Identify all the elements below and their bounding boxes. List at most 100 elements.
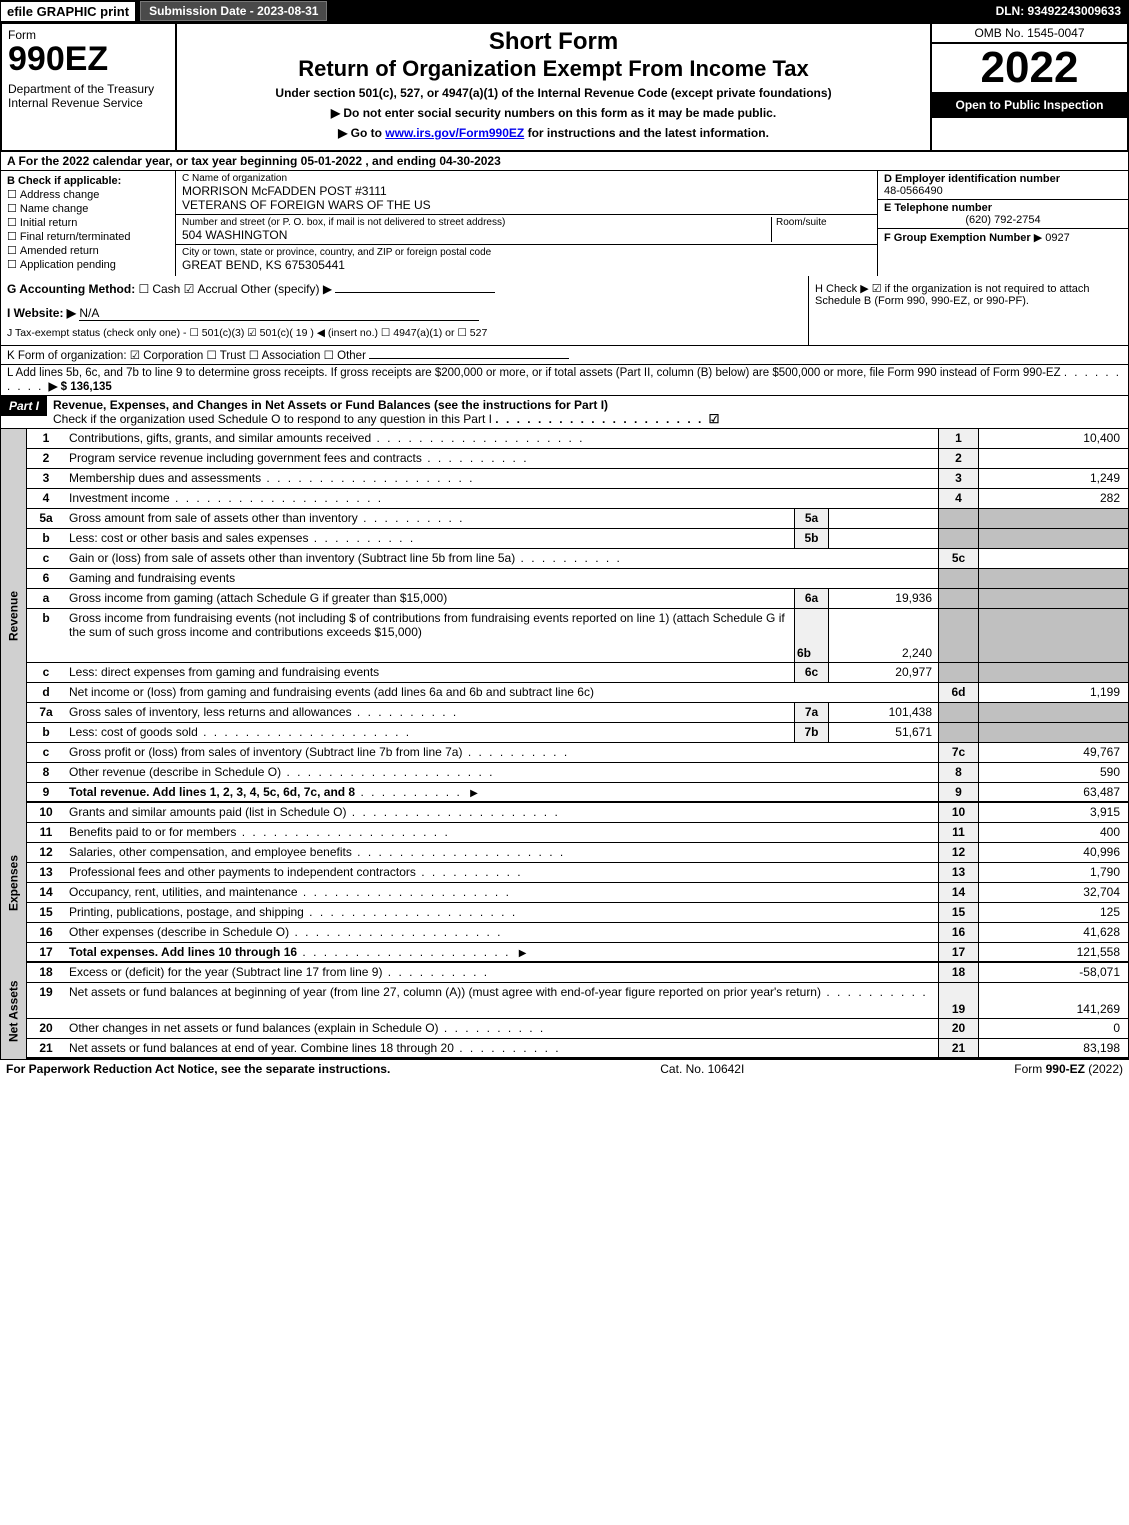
ln11-no: 11 bbox=[27, 823, 65, 842]
line-13: 13Professional fees and other payments t… bbox=[27, 863, 1128, 883]
phone-cell: E Telephone number (620) 792-2754 bbox=[878, 200, 1128, 229]
street-cell: Number and street (or P. O. box, if mail… bbox=[176, 215, 877, 245]
netassets-section: Net Assets 18Excess or (deficit) for the… bbox=[0, 963, 1129, 1059]
ln8-no: 8 bbox=[27, 763, 65, 782]
ln12-no: 12 bbox=[27, 843, 65, 862]
form-title-cell: Short Form Return of Organization Exempt… bbox=[177, 24, 932, 150]
line-6: 6Gaming and fundraising events bbox=[27, 569, 1128, 589]
irs-link[interactable]: www.irs.gov/Form990EZ bbox=[385, 126, 524, 140]
ln2-box: 2 bbox=[938, 449, 978, 468]
topbar: efile GRAPHIC print Submission Date - 20… bbox=[0, 0, 1129, 22]
ln6b-val bbox=[978, 609, 1128, 662]
city-label: City or town, state or province, country… bbox=[182, 247, 871, 258]
line-7b: bLess: cost of goods sold7b51,671 bbox=[27, 723, 1128, 743]
ln8-val: 590 bbox=[978, 763, 1128, 782]
ln7b-no: b bbox=[27, 723, 65, 742]
submission-date: Submission Date - 2023-08-31 bbox=[140, 1, 327, 21]
form-subtitle: Under section 501(c), 527, or 4947(a)(1)… bbox=[185, 86, 922, 100]
org-name-cell: C Name of organization MORRISON McFADDEN… bbox=[176, 171, 877, 215]
netassets-side-label: Net Assets bbox=[0, 963, 26, 1059]
ln5a-no: 5a bbox=[27, 509, 65, 528]
ln12-box: 12 bbox=[938, 843, 978, 862]
ln6d-no: d bbox=[27, 683, 65, 702]
row-a-tax-year: A For the 2022 calendar year, or tax yea… bbox=[0, 152, 1129, 171]
line-6b: bGross income from fundraising events (n… bbox=[27, 609, 1128, 663]
part-1-title-cell: Revenue, Expenses, and Changes in Net As… bbox=[47, 396, 1128, 428]
notice-pre: ▶ Go to bbox=[338, 126, 385, 140]
expenses-side-label: Expenses bbox=[0, 803, 26, 963]
line-19: 19Net assets or fund balances at beginni… bbox=[27, 983, 1128, 1019]
ln18-val: -58,071 bbox=[978, 963, 1128, 982]
ln6b-mid: 6b bbox=[794, 609, 828, 662]
row-i: I Website: ▶ N/A bbox=[7, 306, 802, 321]
form-header: Form 990EZ Department of the Treasury In… bbox=[0, 22, 1129, 152]
street-label: Number and street (or P. O. box, if mail… bbox=[182, 217, 771, 228]
street-address: 504 WASHINGTON bbox=[182, 228, 771, 242]
k-other-input[interactable] bbox=[369, 358, 569, 359]
row-g: G Accounting Method: Cash Accrual Other … bbox=[7, 282, 802, 296]
ln20-desc: Other changes in net assets or fund bala… bbox=[65, 1019, 938, 1038]
part-1-header: Part I Revenue, Expenses, and Changes in… bbox=[0, 396, 1129, 429]
instructions-notice: ▶ Go to www.irs.gov/Form990EZ for instru… bbox=[185, 126, 922, 140]
group-label: F Group Exemption Number bbox=[884, 232, 1031, 244]
ln18-desc: Excess or (deficit) for the year (Subtra… bbox=[65, 963, 938, 982]
ln6c-mid: 6c bbox=[794, 663, 828, 682]
chk-name-change[interactable]: Name change bbox=[7, 202, 169, 215]
ln7c-box: 7c bbox=[938, 743, 978, 762]
l-amount: ▶ $ 136,135 bbox=[49, 381, 112, 393]
form-number: 990EZ bbox=[8, 42, 169, 76]
line-7c: cGross profit or (loss) from sales of in… bbox=[27, 743, 1128, 763]
line-1: 1Contributions, gifts, grants, and simil… bbox=[27, 429, 1128, 449]
ghij-left: G Accounting Method: Cash Accrual Other … bbox=[1, 276, 808, 345]
ln7b-val bbox=[978, 723, 1128, 742]
ln7a-box bbox=[938, 703, 978, 722]
j-tax-exempt: J Tax-exempt status (check only one) - ☐… bbox=[7, 327, 487, 339]
ln13-no: 13 bbox=[27, 863, 65, 882]
col-b-title: B Check if applicable: bbox=[7, 175, 169, 187]
org-name-label: C Name of organization bbox=[182, 173, 871, 184]
ln5a-box bbox=[938, 509, 978, 528]
ln6b-box bbox=[938, 609, 978, 662]
ln18-no: 18 bbox=[27, 963, 65, 982]
ln12-desc: Salaries, other compensation, and employ… bbox=[65, 843, 938, 862]
ln10-no: 10 bbox=[27, 803, 65, 822]
chk-final-return[interactable]: Final return/terminated bbox=[7, 230, 169, 243]
ln7a-val bbox=[978, 703, 1128, 722]
ln5c-box: 5c bbox=[938, 549, 978, 568]
ln11-desc: Benefits paid to or for members bbox=[65, 823, 938, 842]
ln17-val: 121,558 bbox=[978, 943, 1128, 961]
line-2: 2Program service revenue including gover… bbox=[27, 449, 1128, 469]
ln6c-box bbox=[938, 663, 978, 682]
g-other-input[interactable] bbox=[335, 292, 495, 293]
ln15-val: 125 bbox=[978, 903, 1128, 922]
row-l: L Add lines 5b, 6c, and 7b to line 9 to … bbox=[0, 365, 1129, 396]
ln2-no: 2 bbox=[27, 449, 65, 468]
ln17-no: 17 bbox=[27, 943, 65, 961]
chk-accrual[interactable]: Accrual bbox=[184, 282, 238, 296]
city-state-zip: GREAT BEND, KS 675305441 bbox=[182, 258, 871, 272]
chk-address-change[interactable]: Address change bbox=[7, 188, 169, 201]
chk-application-pending[interactable]: Application pending bbox=[7, 258, 169, 271]
efile-print-button[interactable]: efile GRAPHIC print bbox=[0, 1, 136, 21]
ln3-no: 3 bbox=[27, 469, 65, 488]
form-year-cell: OMB No. 1545-0047 2022 Open to Public In… bbox=[932, 24, 1127, 150]
chk-initial-return[interactable]: Initial return bbox=[7, 216, 169, 229]
g-other: Other (specify) ▶ bbox=[241, 282, 332, 296]
ln12-val: 40,996 bbox=[978, 843, 1128, 862]
ssn-notice: ▶ Do not enter social security numbers o… bbox=[185, 106, 922, 120]
ln7c-no: c bbox=[27, 743, 65, 762]
ln14-no: 14 bbox=[27, 883, 65, 902]
chk-cash[interactable]: Cash bbox=[139, 282, 181, 296]
ln7c-val: 49,767 bbox=[978, 743, 1128, 762]
i-label: I Website: ▶ bbox=[7, 306, 76, 320]
part-1-dots bbox=[495, 412, 708, 426]
part-1-checkbox[interactable]: ☑ bbox=[709, 412, 720, 426]
revenue-side-label: Revenue bbox=[0, 429, 26, 803]
ln7c-desc: Gross profit or (loss) from sales of inv… bbox=[65, 743, 938, 762]
chk-amended-return[interactable]: Amended return bbox=[7, 244, 169, 257]
ln6a-desc: Gross income from gaming (attach Schedul… bbox=[65, 589, 794, 608]
group-cell: F Group Exemption Number ▶ 0927 bbox=[878, 229, 1128, 246]
line-14: 14Occupancy, rent, utilities, and mainte… bbox=[27, 883, 1128, 903]
ln1-no: 1 bbox=[27, 429, 65, 448]
ln14-desc: Occupancy, rent, utilities, and maintena… bbox=[65, 883, 938, 902]
